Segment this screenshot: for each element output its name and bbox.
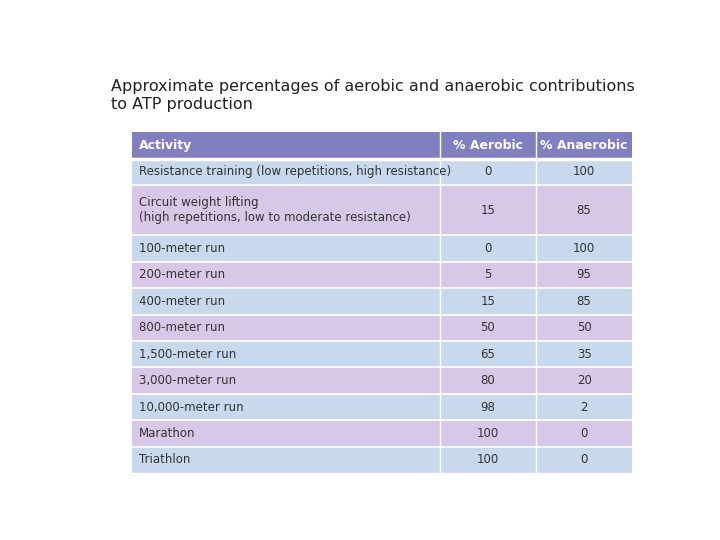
Text: 85: 85: [577, 204, 591, 217]
Text: 95: 95: [577, 268, 592, 281]
Text: 100: 100: [477, 454, 499, 467]
Text: % Aerobic: % Aerobic: [453, 139, 523, 152]
Text: Marathon: Marathon: [138, 427, 195, 440]
Text: 0: 0: [580, 454, 588, 467]
Text: 50: 50: [480, 321, 495, 334]
Text: Activity: Activity: [138, 139, 192, 152]
Text: 20: 20: [577, 374, 592, 387]
Text: 1,500-meter run: 1,500-meter run: [138, 348, 235, 361]
Text: 98: 98: [480, 401, 495, 414]
Text: 10,000-meter run: 10,000-meter run: [138, 401, 243, 414]
Text: 5: 5: [484, 268, 492, 281]
Bar: [132, 235, 632, 262]
Text: Approximate percentages of aerobic and anaerobic contributions
to ATP production: Approximate percentages of aerobic and a…: [111, 79, 635, 112]
Text: Circuit weight lifting
(high repetitions, low to moderate resistance): Circuit weight lifting (high repetitions…: [138, 196, 410, 224]
Text: 0: 0: [484, 242, 492, 255]
Bar: [132, 288, 632, 314]
Text: 100: 100: [477, 427, 499, 440]
Bar: [132, 341, 632, 367]
Bar: [132, 159, 632, 185]
Text: 2: 2: [580, 401, 588, 414]
Text: % Anaerobic: % Anaerobic: [541, 139, 628, 152]
Text: 3,000-meter run: 3,000-meter run: [138, 374, 235, 387]
Text: 200-meter run: 200-meter run: [138, 268, 225, 281]
Bar: [132, 185, 632, 235]
Text: 80: 80: [480, 374, 495, 387]
Text: 800-meter run: 800-meter run: [138, 321, 225, 334]
Text: 50: 50: [577, 321, 591, 334]
Text: 0: 0: [580, 427, 588, 440]
Bar: [132, 262, 632, 288]
Bar: [132, 420, 632, 447]
Text: 100: 100: [573, 165, 595, 178]
Bar: [132, 132, 632, 159]
Text: 15: 15: [480, 204, 495, 217]
Text: Resistance training (low repetitions, high resistance): Resistance training (low repetitions, hi…: [138, 165, 451, 178]
Text: 100-meter run: 100-meter run: [138, 242, 225, 255]
Bar: [132, 314, 632, 341]
Bar: [132, 367, 632, 394]
Bar: [132, 447, 632, 473]
Text: 85: 85: [577, 295, 591, 308]
Bar: [132, 394, 632, 420]
FancyBboxPatch shape: [84, 60, 654, 485]
Text: Triathlon: Triathlon: [138, 454, 190, 467]
Text: 65: 65: [480, 348, 495, 361]
Text: 400-meter run: 400-meter run: [138, 295, 225, 308]
Text: 35: 35: [577, 348, 591, 361]
Text: 0: 0: [484, 165, 492, 178]
Text: 100: 100: [573, 242, 595, 255]
Text: 15: 15: [480, 295, 495, 308]
